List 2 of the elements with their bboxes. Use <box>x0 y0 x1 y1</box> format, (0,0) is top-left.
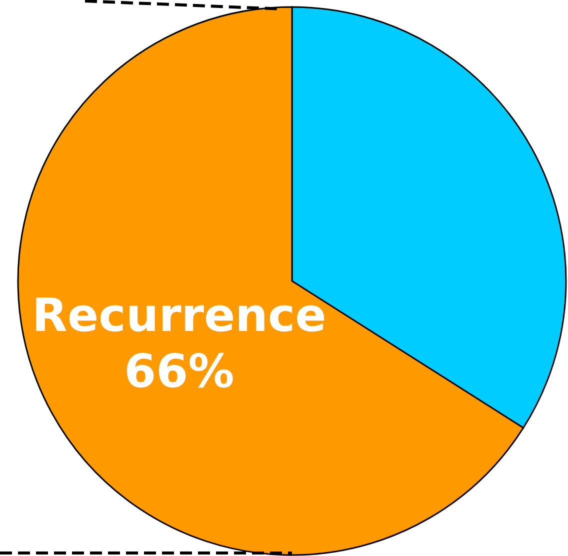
slice-label: Recurrence <box>32 288 326 342</box>
data-label: 66% <box>124 344 234 398</box>
